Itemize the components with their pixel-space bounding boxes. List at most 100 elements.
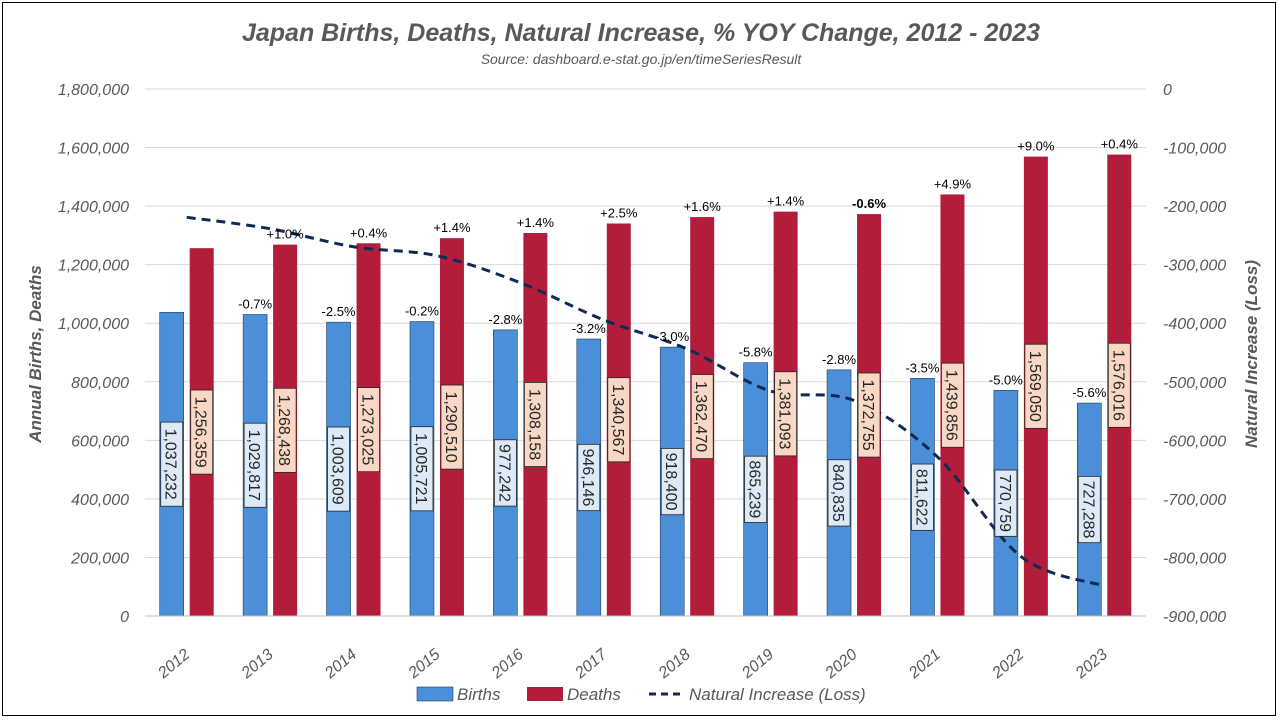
- y2-tick-label: -300,000: [1163, 258, 1226, 275]
- chart-svg: Japan Births, Deaths, Natural Increase, …: [26, 19, 1261, 704]
- value-label-text: 1,340,567: [609, 384, 626, 455]
- value-label-box: [493, 439, 517, 507]
- bars: [159, 154, 1132, 617]
- y2-tick-label: -600,000: [1163, 433, 1226, 450]
- value-label-text: 1,273,025: [359, 394, 376, 465]
- value-label-box: [190, 389, 214, 475]
- deaths-yoy-label: +9.0%: [1017, 139, 1055, 154]
- deaths-yoy-label: +1.0%: [267, 227, 305, 242]
- value-label-text: 1,362,470: [692, 381, 709, 452]
- deaths-value-label: 1,576,016: [1107, 342, 1131, 428]
- value-label-text: 1,439,856: [942, 370, 959, 441]
- x-tick-label: 2013: [238, 646, 277, 683]
- deaths-value-label: 1,256,359: [190, 389, 214, 475]
- deaths-yoy-label: +1.4%: [517, 215, 555, 230]
- y2-tick-label: -800,000: [1163, 550, 1226, 567]
- births-yoy-label: -2.5%: [322, 304, 356, 319]
- legend-line-label: Natural Increase (Loss): [689, 685, 866, 704]
- x-tick-label: 2014: [321, 646, 360, 683]
- value-label-text: 1,381,093: [776, 378, 793, 449]
- value-label-box: [690, 374, 714, 459]
- y2-tick-label: -100,000: [1163, 141, 1226, 158]
- births-yoy-label: -3.2%: [572, 321, 606, 336]
- y2-tick-label: -500,000: [1163, 375, 1226, 392]
- value-label-text: 1,576,016: [1109, 350, 1126, 421]
- line-series: [186, 215, 1105, 588]
- value-label-box: [1107, 342, 1131, 428]
- y-tick-label: 1,200,000: [58, 258, 129, 275]
- deaths-yoy-label: +1.4%: [767, 194, 805, 209]
- legend: Births Deaths Natural Increase (Loss): [416, 685, 866, 704]
- x-tick-label: 2020: [822, 646, 861, 683]
- deaths-value-label: 1,268,438: [273, 387, 297, 473]
- x-tick-label: 2019: [738, 646, 777, 683]
- y2-tick-label: -400,000: [1163, 316, 1226, 333]
- y2-tick-label: -700,000: [1163, 492, 1226, 509]
- births-value-label: 727,288: [1077, 475, 1101, 544]
- births-value-label: 840,835: [827, 459, 851, 527]
- deaths-value-label: 1,362,470: [690, 374, 714, 459]
- value-label-box: [410, 426, 434, 512]
- value-label-text: 1,256,359: [192, 396, 209, 467]
- births-value-label: 1,037,232: [160, 421, 184, 507]
- x-tick-label: 2017: [571, 645, 611, 682]
- value-label-text: 811,622: [912, 469, 929, 526]
- deaths-yoy-label: +1.6%: [684, 199, 722, 214]
- deaths-value-label: 1,439,856: [941, 362, 964, 448]
- value-label-text: 1,005,721: [412, 433, 429, 504]
- births-yoy-label: -3.0%: [655, 329, 689, 344]
- y-tick-label: 0: [120, 609, 129, 626]
- births-yoy-label: -5.8%: [739, 345, 773, 360]
- value-label-text: 1,268,438: [275, 395, 292, 466]
- births-value-label: 865,239: [744, 455, 768, 523]
- y-tick-label: 1,400,000: [58, 199, 129, 216]
- value-label-box: [744, 455, 768, 523]
- value-label-text: 840,835: [829, 464, 846, 522]
- births-value-label: 811,622: [911, 463, 934, 531]
- legend-births-label: Births: [457, 685, 501, 704]
- deaths-value-label: 1,290,510: [440, 384, 464, 470]
- value-label-box: [941, 362, 964, 448]
- natural-increase-line: [186, 215, 1105, 588]
- value-label-box: [660, 448, 684, 516]
- y-tick-label: 1,000,000: [58, 316, 129, 333]
- value-label-box: [994, 469, 1018, 537]
- value-label-text: 1,037,232: [162, 429, 179, 500]
- deaths-value-label: 1,308,158: [523, 382, 547, 467]
- deaths-value-label: 1,340,567: [607, 377, 631, 463]
- deaths-yoy-label: -0.6%: [852, 196, 886, 211]
- deaths-yoy-label: +2.5%: [600, 206, 638, 221]
- deaths-yoy-label: +0.4%: [350, 225, 388, 240]
- value-label-box: [827, 459, 851, 527]
- value-label-box: [1024, 343, 1048, 429]
- value-label-text: 865,239: [746, 460, 763, 518]
- deaths-yoy-label: +4.9%: [934, 176, 972, 191]
- y2-tick-label: -900,000: [1163, 609, 1226, 626]
- y-axis-title: Annual Births, Deaths: [26, 265, 45, 444]
- births-yoy-label: -3.5%: [905, 360, 939, 375]
- value-label-text: 1,290,510: [442, 391, 459, 462]
- deaths-value-label: 1,569,050: [1024, 343, 1048, 429]
- chart-subtitle: Source: dashboard.e-stat.go.jp/en/timeSe…: [481, 51, 803, 67]
- legend-births-swatch: [416, 686, 454, 702]
- births-value-label: 918,400: [660, 448, 684, 516]
- y2-tick-label: 0: [1163, 82, 1172, 99]
- gridlines: [145, 88, 1146, 558]
- value-label-box: [160, 421, 184, 507]
- legend-deaths-label: Deaths: [567, 685, 621, 704]
- value-label-box: [357, 387, 380, 473]
- value-label-box: [774, 371, 798, 457]
- x-tick-label: 2018: [655, 646, 694, 683]
- value-label-text: 1,029,817: [245, 430, 262, 501]
- y-tick-label: 1,600,000: [58, 141, 129, 158]
- births-yoy-label: -5.0%: [989, 372, 1023, 387]
- x-tick-label: 2016: [488, 646, 527, 683]
- value-label-box: [607, 377, 631, 463]
- value-label-text: 977,242: [495, 444, 512, 502]
- births-value-label: 1,003,609: [327, 426, 350, 512]
- births-value-label: 770,759: [994, 469, 1018, 537]
- value-label-text: 727,288: [1079, 481, 1096, 539]
- value-label-text: 1,003,609: [329, 433, 346, 504]
- value-label-box: [857, 372, 881, 458]
